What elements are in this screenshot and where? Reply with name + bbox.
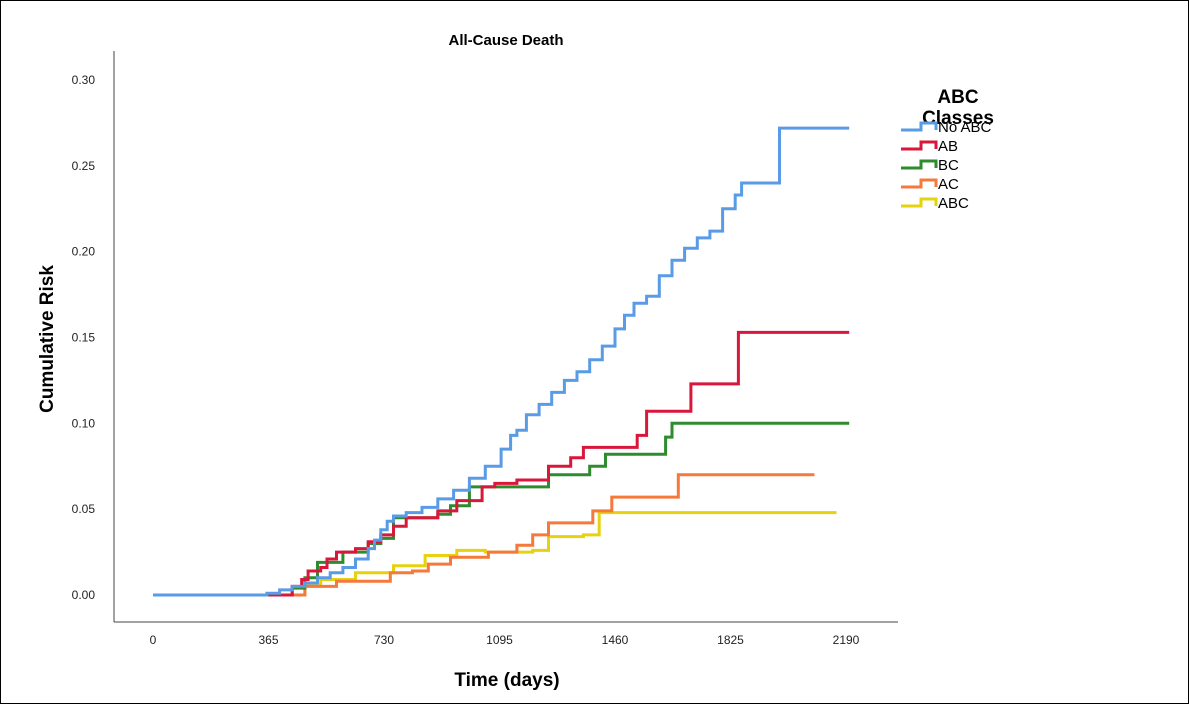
series-line-ac — [153, 473, 815, 597]
legend-swatch — [901, 159, 938, 170]
y-axis-title: Cumulative Risk — [37, 265, 58, 413]
series-lines — [153, 126, 850, 597]
x-tick-label: 0 — [150, 633, 157, 647]
chart-title: All-Cause Death — [448, 32, 563, 49]
y-tick-label: 0.25 — [72, 159, 96, 173]
y-tick-label: 0.20 — [72, 245, 96, 259]
y-tick-label: 0.10 — [72, 416, 96, 430]
y-tick-labels: 0.00 0.05 0.10 0.15 0.20 0.25 0.30 — [72, 73, 96, 602]
legend-swatch — [901, 140, 938, 151]
legend-item-ac: AC — [901, 176, 959, 193]
legend-label: ABC — [938, 195, 969, 212]
legend-label: AB — [938, 138, 958, 155]
legend-item-abc: ABC — [901, 195, 969, 212]
legend-item-bc: BC — [901, 157, 959, 174]
x-tick-label: 1825 — [717, 633, 744, 647]
legend-title-line-1: ABC — [937, 87, 978, 108]
legend-swatch — [901, 121, 938, 132]
legend-swatch — [901, 178, 938, 189]
legend-label: BC — [938, 157, 959, 174]
series-line-ab — [153, 330, 850, 597]
x-tick-label: 730 — [374, 633, 394, 647]
legend-label: No ABC — [938, 119, 992, 136]
x-axis-title: Time (days) — [454, 670, 559, 691]
legend: ABC Classes No ABC AB BC AC ABC — [901, 87, 994, 212]
y-tick-label: 0.00 — [72, 588, 96, 602]
x-tick-label: 2190 — [833, 633, 860, 647]
y-tick-label: 0.05 — [72, 502, 96, 516]
y-tick-label: 0.30 — [72, 73, 96, 87]
y-tick-label: 0.15 — [72, 331, 96, 345]
series-line-abc — [153, 511, 837, 597]
legend-item-ab: AB — [901, 138, 958, 155]
legend-swatch — [901, 197, 938, 208]
x-tick-label: 1460 — [602, 633, 629, 647]
series-line-no-abc — [153, 126, 850, 597]
x-tick-label: 365 — [258, 633, 278, 647]
x-tick-labels: 0 365 730 1095 1460 1825 2190 — [150, 633, 860, 647]
legend-item-no-abc: No ABC — [901, 119, 992, 136]
legend-title-line-2: Classes — [922, 108, 994, 129]
x-tick-label: 1095 — [486, 633, 513, 647]
legend-label: AC — [938, 176, 959, 193]
